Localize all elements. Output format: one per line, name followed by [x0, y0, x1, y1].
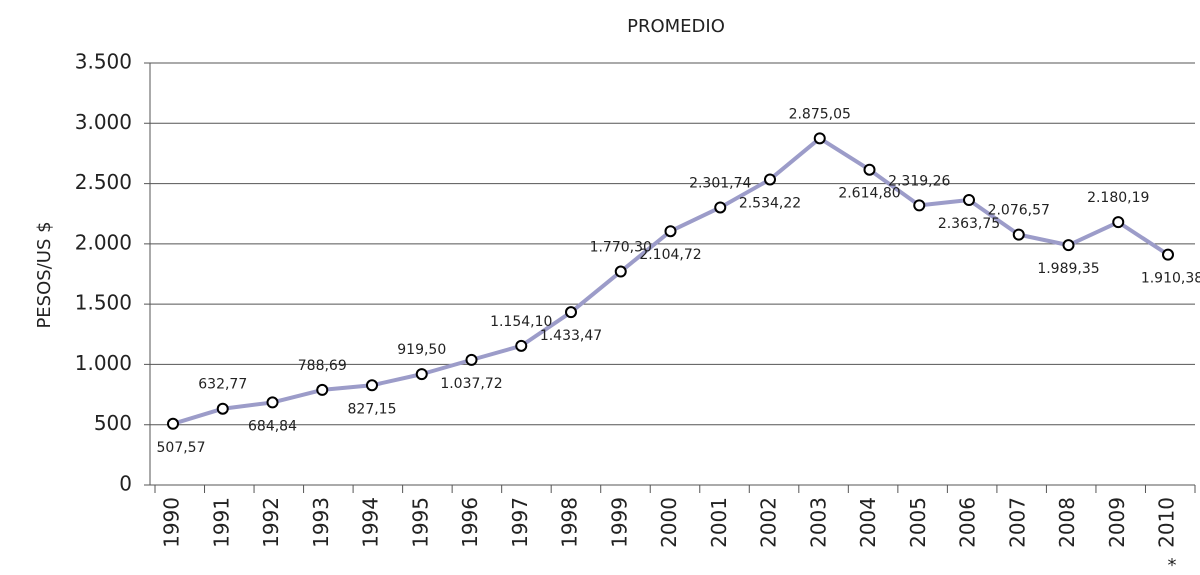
data-label: 2.363,75: [938, 216, 1000, 232]
x-tick-label: 2007: [1005, 497, 1029, 548]
data-label: 632,77: [198, 377, 247, 393]
x-tick-label: 1994: [359, 497, 383, 548]
marker: [1162, 248, 1174, 261]
x-tick-label: 1992: [259, 497, 283, 548]
chart-title: PROMEDIO: [627, 16, 725, 37]
y-tick-label: 2.500: [75, 170, 132, 194]
y-tick-label: 3.000: [75, 110, 132, 134]
data-label: 2.875,05: [789, 106, 851, 122]
x-tick-label: 2003: [806, 497, 830, 548]
x-tick-label: 2000: [657, 497, 681, 548]
marker: [614, 265, 627, 278]
data-label: 2.180,19: [1087, 190, 1149, 206]
marker: [465, 353, 478, 366]
x-tick-label: 1993: [309, 497, 333, 548]
note: *: [1168, 555, 1177, 575]
marker: [266, 396, 279, 409]
marker: [1062, 239, 1075, 252]
marker: [216, 402, 229, 415]
x-tick-label: 2006: [956, 497, 980, 548]
marker: [1112, 216, 1125, 229]
data-label: 2.614,80: [838, 186, 900, 202]
y-tick-label: 2.000: [75, 230, 132, 254]
marker: [366, 379, 378, 392]
data-label: 919,50: [397, 342, 446, 358]
line-series: [172, 136, 1170, 426]
data-label: 2.534,22: [739, 195, 801, 211]
x-tick-label: 1996: [458, 497, 482, 548]
data-label: 2.319,26: [888, 173, 950, 189]
marker: [764, 173, 776, 186]
x-tick-label: 1991: [209, 497, 233, 548]
data-label: 788,69: [298, 358, 347, 374]
data-label: 2.104,72: [639, 247, 701, 263]
x-tick-label: 1999: [607, 497, 631, 548]
y-tick-label: 3.500: [75, 50, 132, 74]
marker: [167, 417, 179, 430]
x-tick-label: 2002: [757, 497, 781, 548]
x-tick-label: 2001: [707, 497, 731, 548]
y-axis-label: PESOS/US $: [34, 221, 55, 328]
data-label: 1.433,47: [540, 328, 602, 344]
data-label: 2.301,74: [689, 175, 751, 191]
y-tick-label: 1.500: [75, 291, 132, 315]
x-tick-label: 2004: [856, 497, 880, 548]
x-tick-label: 2005: [906, 497, 930, 548]
x-tick-label: 2008: [1055, 497, 1079, 548]
marker: [1012, 228, 1025, 241]
x-tick-label: 2009: [1105, 497, 1129, 548]
x-tick-label: 1998: [558, 497, 582, 548]
marker: [515, 339, 528, 352]
y-tick-label: 1.000: [75, 351, 132, 375]
x-tick-label: 1990: [160, 497, 184, 548]
marker: [863, 163, 876, 176]
data-label: 507,57: [157, 440, 206, 456]
data-label: 1.154,10: [490, 314, 552, 330]
x-tick-label: 1995: [408, 497, 432, 548]
marker: [664, 225, 677, 238]
data-label: 1.770,30: [590, 240, 652, 256]
marker: [813, 132, 826, 145]
data-label: 2.076,57: [988, 203, 1050, 219]
marker: [415, 368, 428, 381]
y-tick-label: 0: [119, 472, 132, 496]
marker: [963, 193, 975, 206]
marker: [316, 383, 329, 396]
data-label: 1.910,38: [1141, 271, 1200, 287]
marker: [714, 201, 727, 214]
marker: [913, 199, 926, 212]
data-label: 1.037,72: [440, 376, 502, 392]
marker: [565, 306, 577, 319]
y-tick-label: 500: [94, 411, 132, 435]
x-tick-label: 2010: [1155, 497, 1179, 548]
x-tick-label: 1997: [508, 497, 532, 548]
data-label: 684,84: [248, 418, 297, 434]
data-label: 1.989,35: [1037, 261, 1099, 277]
data-label: 827,15: [348, 401, 397, 417]
